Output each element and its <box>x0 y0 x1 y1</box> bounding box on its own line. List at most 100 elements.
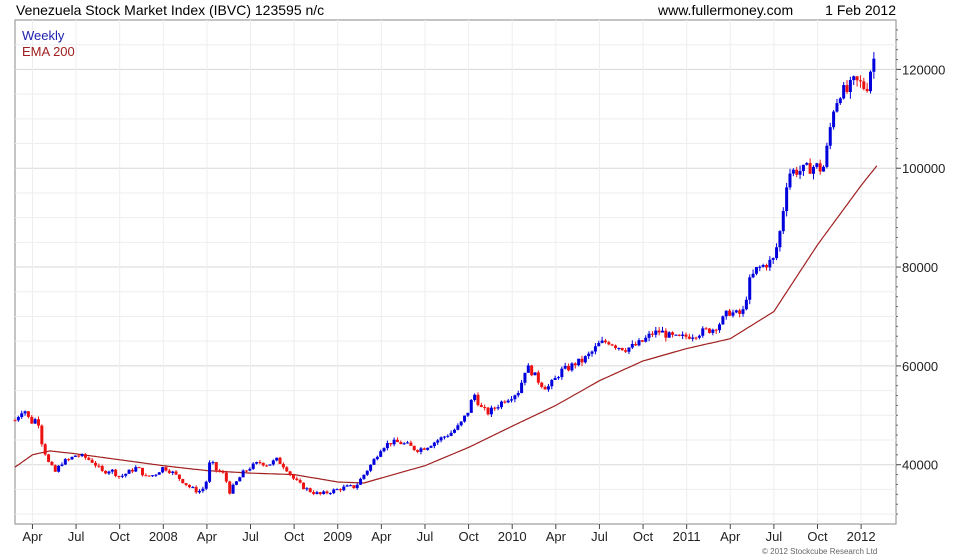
candle-body <box>402 443 406 445</box>
candle-body <box>214 462 218 471</box>
candle-body <box>687 336 691 339</box>
x-tick-label: Oct <box>458 529 479 544</box>
candle-body <box>305 488 309 490</box>
candle-body <box>550 379 554 387</box>
candle-body <box>785 187 789 212</box>
candle-body <box>590 351 594 354</box>
candle-body <box>147 475 151 477</box>
candle-body <box>513 395 517 400</box>
candle-body <box>50 461 54 466</box>
candle-body <box>429 446 433 448</box>
candle-body <box>657 330 661 333</box>
candle-body <box>328 493 332 495</box>
candle-body <box>228 481 232 494</box>
candle-body <box>63 459 67 465</box>
candle-body <box>573 363 577 366</box>
candle-body <box>838 98 842 104</box>
candle-body <box>265 465 269 467</box>
candle-body <box>77 455 81 457</box>
candle-body <box>140 467 144 476</box>
candle-body <box>97 465 101 467</box>
y-tick-label: 40000 <box>902 458 938 473</box>
x-tick-label: Oct <box>807 529 828 544</box>
candle-body <box>110 469 114 472</box>
candle-body <box>409 442 413 446</box>
ema-line-group <box>14 165 878 484</box>
candle-body <box>734 310 738 313</box>
candle-body <box>516 393 520 396</box>
candle-body <box>164 467 168 471</box>
candle-body <box>241 470 245 478</box>
candle-body <box>167 470 171 473</box>
candle-body <box>479 405 483 407</box>
candle-body <box>60 464 64 466</box>
candle-body <box>298 480 302 483</box>
candle-body <box>627 347 631 352</box>
candle-body <box>318 492 322 494</box>
candle-body <box>134 467 138 472</box>
candle-body <box>332 489 336 494</box>
candle-body <box>714 329 718 331</box>
candle-body <box>811 166 815 174</box>
candle-body <box>862 81 866 89</box>
candle-body <box>593 346 597 352</box>
candle-body <box>707 328 711 333</box>
candle-body <box>456 425 460 430</box>
candle-body <box>218 470 222 472</box>
candle-body <box>144 475 148 477</box>
candle-body <box>194 487 198 493</box>
candle-body <box>664 330 668 338</box>
candle-body <box>489 407 493 415</box>
candle-body <box>154 474 158 476</box>
candle-body <box>412 445 416 451</box>
candle-body <box>499 401 503 408</box>
candle-body <box>302 482 306 490</box>
candle-body <box>587 353 591 357</box>
candle-body <box>395 439 399 443</box>
grid-lines <box>15 20 896 524</box>
candle-body <box>580 358 584 363</box>
candle-body <box>620 347 624 351</box>
candle-body <box>667 332 671 338</box>
candle-body <box>308 488 312 493</box>
candle-body <box>16 417 20 421</box>
candle-body <box>201 488 205 491</box>
candle-body <box>835 103 839 112</box>
candle-body <box>818 163 822 172</box>
candle-body <box>67 459 71 461</box>
candle-body <box>832 111 836 128</box>
candle-body <box>114 469 118 476</box>
candle-body <box>161 467 165 473</box>
candle-body <box>177 474 181 480</box>
candle-body <box>466 412 470 416</box>
x-axis: Apr Jul Oct 2008 Apr Jul Oct 2009 Apr Jul Oct 2010 A… <box>22 524 876 544</box>
candle-body <box>577 358 581 366</box>
candle-body <box>842 85 846 99</box>
candle-body <box>385 443 389 449</box>
y-axis: 40000 60000 80000 100000 120000 <box>896 29 945 515</box>
candle-body <box>691 337 695 339</box>
x-tick-label: 2008 <box>149 529 178 544</box>
candle-body <box>805 163 809 165</box>
candles-group <box>13 52 876 496</box>
candle-body <box>255 462 259 464</box>
candle-body <box>852 76 856 81</box>
candle-body <box>181 479 185 484</box>
candle-body <box>526 365 530 373</box>
candle-body <box>372 459 376 465</box>
candle-body <box>100 466 104 471</box>
candle-body <box>392 439 396 445</box>
candle-body <box>728 310 732 316</box>
candle-body <box>684 334 688 337</box>
candle-body <box>362 474 366 479</box>
candle-body <box>57 465 61 472</box>
candle-body <box>556 377 560 379</box>
candle-body <box>808 163 812 174</box>
candle-body <box>630 344 634 348</box>
candle-body <box>130 469 134 472</box>
candle-body <box>382 448 386 452</box>
candle-body <box>26 411 30 417</box>
candle-body <box>20 413 24 418</box>
candle-body <box>681 334 685 336</box>
